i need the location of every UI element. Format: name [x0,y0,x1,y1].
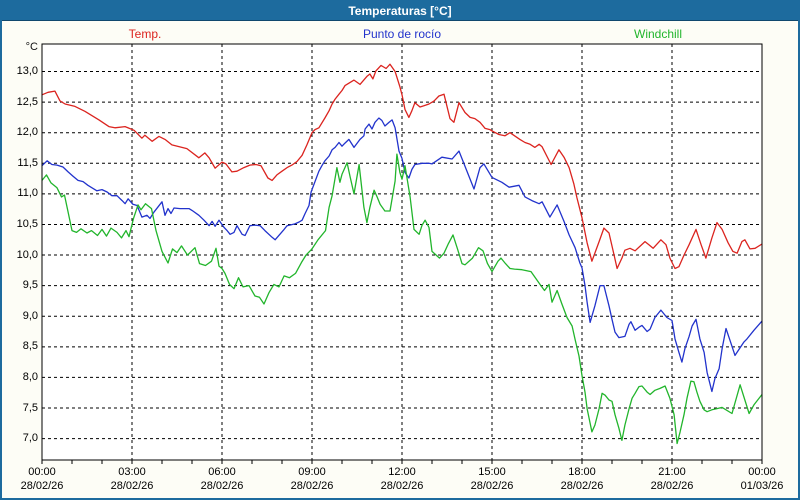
y-tick-label: 8,0 [22,370,38,383]
y-axis-unit-label: °C [25,41,38,53]
x-tick-time-label: 09:00 [298,466,326,478]
y-tick-label: 9,5 [22,279,38,292]
x-tick-date-label: 28/02/26 [290,480,334,492]
series-line-2 [41,153,763,445]
y-tick-label: 12,0 [16,126,38,139]
series-line-0 [41,63,763,270]
x-tick-time-label: 21:00 [658,466,686,478]
window-title: Temperaturas [°C] [348,4,452,18]
x-tick-date-label: 28/02/26 [380,480,424,492]
series-line-1 [41,117,763,393]
legend-item-dew-point: Punto de rocío [362,27,442,41]
title-bar: Temperaturas [°C] [2,2,798,21]
legend-item-temp: Temp. [128,27,162,41]
x-tick-time-label: 03:00 [118,466,146,478]
y-tick-label: 11,0 [17,187,38,200]
x-tick-date-label: 28/02/26 [560,480,604,492]
x-tick-date-label: 28/02/26 [650,480,694,492]
y-tick-label: 10,0 [16,248,38,261]
x-tick-date-label: 28/02/26 [470,480,514,492]
y-tick-label: 13,0 [16,65,38,78]
plot-border [41,43,763,461]
x-tick-date-label: 01/03/26 [740,480,784,492]
y-tick-label: 8,5 [22,340,38,353]
x-tick-time-label: 00:00 [28,466,56,478]
x-tick-time-label: 06:00 [208,466,236,478]
x-tick-date-label: 28/02/26 [20,480,64,492]
y-tick-label: 10,5 [16,217,38,230]
y-tick-label: 7,5 [22,401,38,414]
x-tick-time-label: 18:00 [568,466,596,478]
x-tick-date-label: 28/02/26 [200,480,244,492]
x-tick-time-label: 00:00 [748,466,776,478]
y-tick-label: 11,5 [17,156,38,169]
x-tick-time-label: 12:00 [388,466,416,478]
y-tick-label: 9,0 [22,309,38,322]
y-tick-label: 12,5 [16,95,38,108]
x-tick-date-label: 28/02/26 [110,480,154,492]
x-tick-time-label: 15:00 [478,466,506,478]
y-tick-label: 7,0 [22,432,38,445]
legend-item-windchill: Windchill [633,27,683,41]
